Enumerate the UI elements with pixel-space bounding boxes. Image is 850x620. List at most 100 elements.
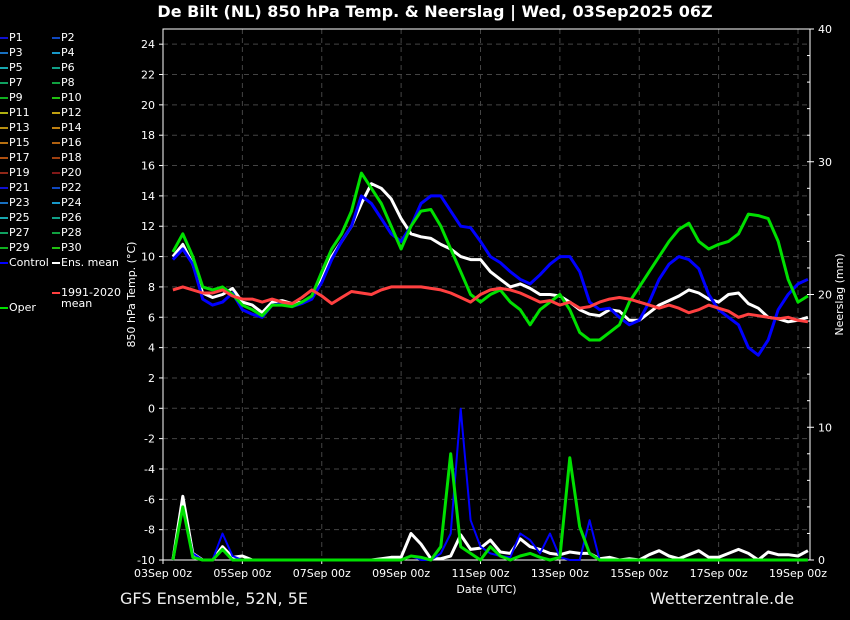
- legend-swatch: [0, 127, 8, 129]
- legend-label: P25: [9, 211, 30, 224]
- legend-label: P2: [61, 31, 75, 44]
- y-tick-label: -8: [144, 524, 155, 537]
- legend-item: P10: [52, 92, 82, 104]
- legend-item: P17: [0, 152, 30, 164]
- x-tick-label: 05Sep 00z: [213, 567, 271, 580]
- legend-item: P5: [0, 62, 23, 74]
- legend-swatch: [52, 157, 60, 159]
- y2-tick-label: 0: [818, 554, 825, 567]
- x-tick-label: 19Sep 00z: [769, 567, 827, 580]
- legend-swatch: [0, 157, 8, 159]
- x-tick-label: 11Sep 00z: [452, 567, 510, 580]
- legend-label: P11: [9, 106, 30, 119]
- legend-swatch: [52, 202, 60, 204]
- legend-item: P28: [52, 227, 82, 239]
- legend-swatch: [0, 232, 8, 234]
- legend-item: Control: [0, 257, 49, 269]
- legend-swatch: [0, 67, 8, 69]
- legend-swatch: [0, 112, 8, 114]
- legend-item: P1: [0, 32, 23, 44]
- footer-model: GFS Ensemble, 52N, 5E: [120, 589, 308, 608]
- legend-label: Control: [9, 256, 49, 269]
- legend-item: P27: [0, 227, 30, 239]
- legend-swatch: [52, 247, 60, 249]
- legend-swatch: [52, 292, 60, 294]
- legend-label: P21: [9, 181, 30, 194]
- legend-swatch: [52, 97, 60, 99]
- x-tick-label: 15Sep 00z: [610, 567, 668, 580]
- legend-label: P28: [61, 226, 82, 239]
- legend-swatch: [0, 37, 8, 39]
- legend-label: P9: [9, 91, 23, 104]
- legend-label: P15: [9, 136, 30, 149]
- legend-item: P19: [0, 167, 30, 179]
- legend-item: P3: [0, 47, 23, 59]
- y2-tick-label: 30: [818, 156, 832, 169]
- legend-item: P11: [0, 107, 30, 119]
- legend-label: P17: [9, 151, 30, 164]
- legend-item: P20: [52, 167, 82, 179]
- legend-label: P12: [61, 106, 82, 119]
- legend-label: P14: [61, 121, 82, 134]
- precip-line-ens-mean: [171, 494, 809, 562]
- legend-item: P30: [52, 242, 82, 254]
- chart-title: De Bilt (NL) 850 hPa Temp. & Neerslag | …: [157, 2, 713, 21]
- legend-item: P18: [52, 152, 82, 164]
- legend-label: Oper: [9, 301, 36, 314]
- x-tick-label: 13Sep 00z: [531, 567, 589, 580]
- legend-label: P4: [61, 46, 75, 59]
- y2-tick-label: 40: [818, 23, 832, 36]
- legend-label: 1991-2020 mean: [61, 286, 121, 310]
- y-tick-label: 24: [141, 38, 155, 51]
- x-tick-label: 07Sep 00z: [293, 567, 351, 580]
- temp-line-oper: [171, 171, 809, 342]
- legend-label: P5: [9, 61, 23, 74]
- legend-swatch: [0, 307, 8, 309]
- legend-item: P13: [0, 122, 30, 134]
- temp-line-1991-2020-mean: [172, 285, 809, 324]
- y-tick-label: -10: [137, 554, 155, 567]
- legend-item: P7: [0, 77, 23, 89]
- y2-tick-label: 20: [818, 289, 832, 302]
- legend-swatch: [52, 262, 60, 264]
- y-tick-label: 18: [141, 129, 155, 142]
- legend-label: P7: [9, 76, 23, 89]
- legend-label: P22: [61, 181, 82, 194]
- legend-swatch: [52, 37, 60, 39]
- legend-item: P24: [52, 197, 82, 209]
- legend-swatch: [0, 172, 8, 174]
- legend-swatch: [52, 52, 60, 54]
- precip-line-oper: [171, 452, 808, 562]
- legend-swatch: [52, 127, 60, 129]
- legend-item: P2: [52, 32, 75, 44]
- legend-label: P16: [61, 136, 82, 149]
- legend-item: P25: [0, 212, 30, 224]
- legend-label: P13: [9, 121, 30, 134]
- y-tick-label: 2: [148, 372, 155, 385]
- legend-swatch: [52, 142, 60, 144]
- legend-item: P12: [52, 107, 82, 119]
- legend-label: P18: [61, 151, 82, 164]
- legend-item: P21: [0, 182, 30, 194]
- y-tick-label: -6: [144, 493, 155, 506]
- legend-swatch: [0, 262, 8, 264]
- legend-swatch: [52, 112, 60, 114]
- legend-item: P9: [0, 92, 23, 104]
- temp-line-control: [171, 194, 809, 357]
- legend-label: Ens. mean: [61, 256, 119, 269]
- legend-swatch: [0, 82, 8, 84]
- legend-label: P10: [61, 91, 82, 104]
- y-tick-label: -2: [144, 433, 155, 446]
- y-tick-label: 4: [148, 342, 155, 355]
- y-tick-label: 20: [141, 99, 155, 112]
- y-axis-label: 850 hPa Temp. (°C): [125, 242, 138, 348]
- legend-label: P8: [61, 76, 75, 89]
- legend-swatch: [52, 67, 60, 69]
- legend-item: Ens. mean: [52, 257, 119, 269]
- y-tick-label: 22: [141, 69, 155, 82]
- y-tick-label: 14: [141, 190, 155, 203]
- y-tick-label: 0: [148, 402, 155, 415]
- legend-label: P20: [61, 166, 82, 179]
- y-tick-label: 8: [148, 281, 155, 294]
